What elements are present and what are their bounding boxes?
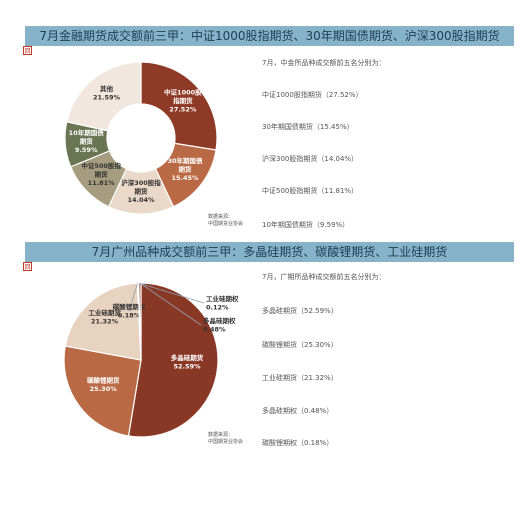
panel-1-source: 数据来源： 中国期货业协会 [208,214,243,228]
panel-1-list-item: 30年期国债期货（15.45%） [262,123,354,131]
slice-label: 10年期国债期货 9.59% [69,128,105,154]
pie-slice [140,61,218,151]
slice-label: 30年期国债期货 15.45% [167,156,203,182]
source-org: 中国期货业协会 [208,221,244,227]
slice-label: 中证500股指期货 11.81% [81,161,121,187]
pie-slice [64,282,142,361]
slice-label: 工业硅期货 21.32% [88,308,121,326]
source-org: 中国期货业协会 [208,439,244,445]
panel-2-title: 7月广州品种成交额前三甲：多晶硅期货、碳酸锂期货、工业硅期货 [25,242,514,262]
panel-2-marker-icon: 回 [23,262,32,271]
source-label: 数据来源： [208,214,234,220]
slice-label: 中证1000股指期货 27.52% [164,87,202,113]
slice-label: 多晶硅期权 0.48% [203,316,236,334]
source-label: 数据来源： [208,432,234,438]
slice-label: 工业硅期权 0.12% [206,294,239,312]
panel-2-list-item: 多晶硅期货（52.59%） [262,307,338,315]
leader-line [128,282,139,312]
panel-2-pie-chart: 多晶硅期货 52.59% 碳酸锂期货 25.30% 工业硅期货 21.32%碳酸锂期权 0.… [63,282,239,438]
pie-slice [63,345,142,437]
panel-2-intro: 7月，广期所品种成交额前五名分别为： [262,273,386,281]
panel-2-source: 数据来源： 中国期货业协会 [208,432,243,446]
panel-1-pie-chart: 中证1000股指期货 27.52% 30年期国债期货 15.45%沪深300股指期货 1… [64,61,218,215]
panel-1-list-item: 沪深300股指期货（14.04%） [262,155,359,163]
panel-1-intro: 7月，中金所品种成交额前五名分别为： [262,59,386,67]
leader-line [138,282,205,304]
slice-label: 沪深300股指期货 14.04% [121,178,161,204]
slice-label: 多晶硅期货 52.59% [171,353,204,371]
slice-label: 碳酸锂期权 0.18% [113,302,146,320]
leader-line [139,282,202,326]
panel-1-list-item: 中证1000股指期货（27.52%） [262,91,363,99]
panel-2-list-item: 碳酸锂期货（25.30%） [262,341,338,349]
panel-2-list-item: 多晶硅期权（0.48%） [262,407,334,415]
panel-1-list-item: 10年期国债期货（9.59%） [262,221,350,229]
pie-slice [66,61,142,132]
slice-label: 碳酸锂期货 25.30% [87,376,120,394]
panel-2-list-item: 碳酸锂期权（0.18%） [262,439,334,447]
panel-1-list-item: 中证500股指期货（11.81%） [262,187,359,195]
panel-2-list-item: 工业硅期货（21.32%） [262,374,338,382]
slice-label: 其他 21.59% [93,84,121,102]
panel-1-title: 7月金融期货成交额前三甲：中证1000股指期货、30年期国债期货、沪深300股指… [25,26,514,46]
panel-1-marker-icon: 回 [23,46,32,55]
